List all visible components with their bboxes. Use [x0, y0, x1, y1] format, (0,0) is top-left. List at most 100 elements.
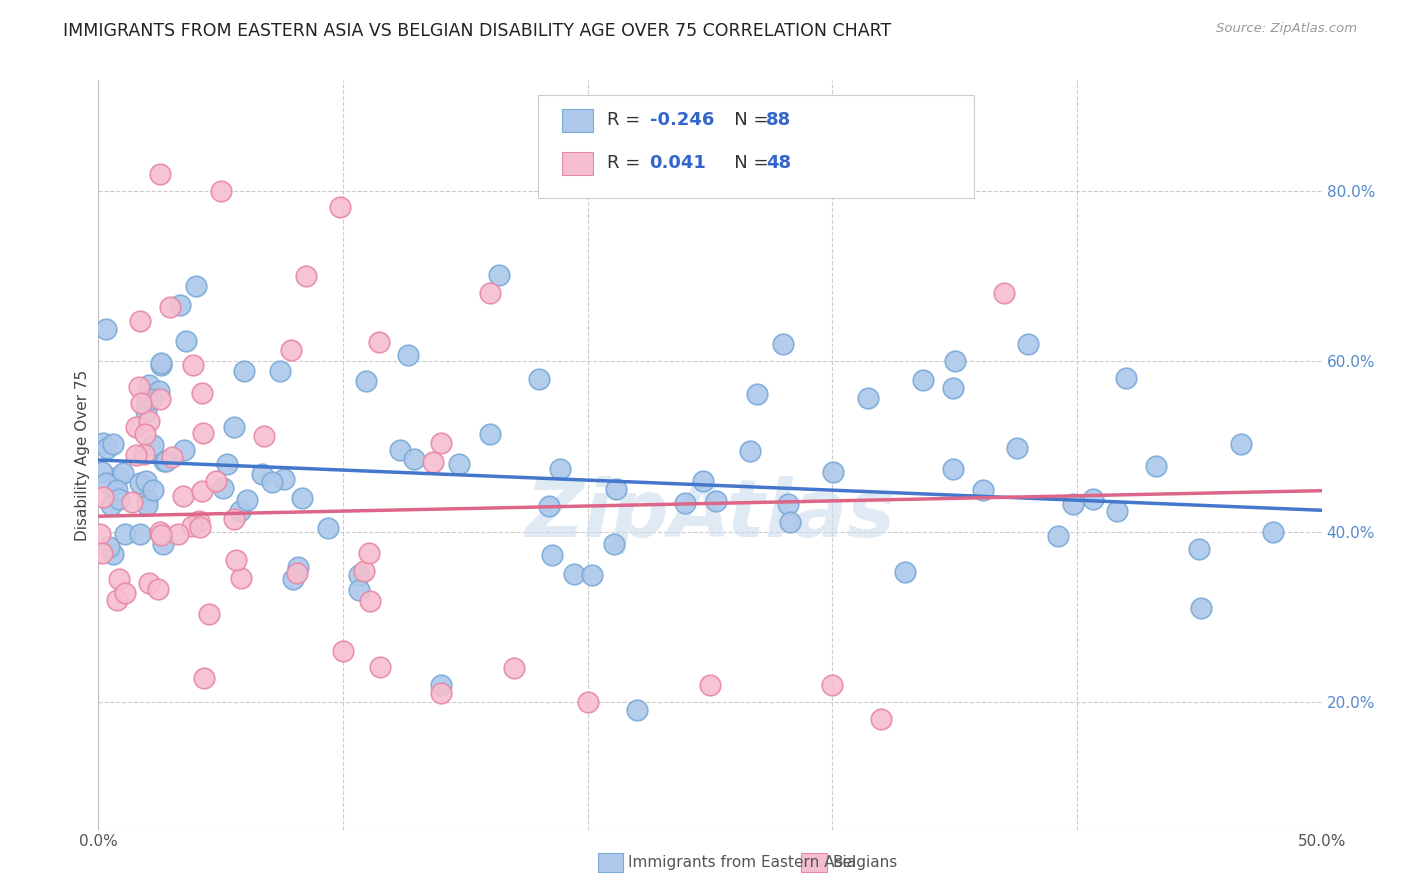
- Point: [229, 571, 252, 585]
- Point: [329, 200, 352, 214]
- Point: [96, 322, 118, 336]
- Point: [537, 499, 560, 513]
- Point: [174, 334, 197, 349]
- Point: [134, 447, 156, 461]
- Point: [232, 364, 254, 378]
- Point: [942, 462, 965, 476]
- Point: [347, 583, 370, 598]
- Point: [150, 359, 173, 373]
- Point: [252, 428, 274, 442]
- Point: [141, 392, 163, 407]
- Point: [107, 470, 129, 484]
- Text: Belgians: Belgians: [832, 855, 897, 870]
- Point: [347, 568, 370, 582]
- Point: [138, 414, 160, 428]
- Point: [478, 286, 501, 301]
- Point: [135, 404, 157, 418]
- Point: [1261, 524, 1284, 539]
- Point: [193, 671, 215, 685]
- Point: [229, 504, 252, 518]
- Point: [187, 514, 209, 528]
- Point: [215, 457, 238, 471]
- Point: [1107, 504, 1129, 518]
- Point: [1083, 492, 1105, 507]
- Point: [212, 481, 235, 495]
- Point: [943, 354, 966, 368]
- Point: [430, 678, 453, 692]
- Point: [856, 392, 879, 406]
- Point: [1188, 541, 1211, 556]
- Text: 88: 88: [766, 112, 792, 129]
- Point: [128, 475, 150, 490]
- Point: [186, 279, 208, 293]
- Point: [160, 450, 183, 464]
- Point: [972, 483, 994, 497]
- Point: [188, 520, 211, 534]
- Point: [576, 695, 599, 709]
- Text: N =: N =: [717, 112, 775, 129]
- Point: [581, 567, 603, 582]
- Point: [540, 549, 562, 563]
- Point: [149, 528, 172, 542]
- Point: [389, 442, 412, 457]
- Point: [1047, 529, 1070, 543]
- Text: R =: R =: [607, 154, 652, 172]
- Point: [262, 475, 284, 489]
- Point: [90, 466, 112, 480]
- Point: [105, 483, 128, 497]
- Point: [181, 358, 204, 372]
- Point: [291, 491, 314, 506]
- Point: [91, 546, 114, 560]
- Point: [269, 363, 291, 377]
- Point: [280, 343, 302, 358]
- Point: [101, 547, 124, 561]
- Point: [94, 475, 117, 490]
- Point: [353, 564, 375, 578]
- Point: [602, 537, 624, 551]
- Point: [136, 498, 159, 512]
- Point: [430, 686, 453, 700]
- Point: [169, 298, 191, 312]
- Point: [114, 586, 136, 600]
- Point: [105, 592, 128, 607]
- Point: [96, 441, 118, 455]
- Point: [235, 492, 257, 507]
- Point: [626, 703, 648, 717]
- Point: [779, 515, 801, 529]
- Point: [870, 712, 893, 726]
- Point: [222, 419, 245, 434]
- Point: [738, 444, 761, 458]
- Text: ZipAtlas: ZipAtlas: [524, 475, 896, 554]
- Point: [108, 491, 131, 506]
- Point: [1017, 337, 1039, 351]
- Point: [135, 475, 157, 489]
- Point: [172, 489, 194, 503]
- Point: [225, 553, 247, 567]
- Point: [1115, 371, 1137, 385]
- Point: [422, 455, 444, 469]
- Point: [396, 348, 419, 362]
- Point: [100, 498, 122, 512]
- Point: [772, 337, 794, 351]
- Point: [503, 661, 526, 675]
- Text: 0.041: 0.041: [650, 154, 706, 172]
- Point: [149, 167, 172, 181]
- Point: [1062, 497, 1084, 511]
- Point: [91, 435, 114, 450]
- Text: -0.246: -0.246: [650, 112, 714, 129]
- Point: [148, 384, 170, 399]
- Point: [354, 374, 377, 388]
- Point: [673, 496, 696, 510]
- Point: [135, 392, 157, 406]
- Point: [273, 472, 295, 486]
- Point: [191, 385, 214, 400]
- Text: Immigrants from Eastern Asia: Immigrants from Eastern Asia: [628, 855, 856, 870]
- Point: [135, 493, 157, 508]
- Point: [108, 572, 131, 586]
- Point: [149, 525, 172, 540]
- Point: [129, 314, 152, 328]
- Point: [138, 378, 160, 392]
- Point: [180, 518, 202, 533]
- Point: [121, 495, 143, 509]
- Point: [124, 449, 146, 463]
